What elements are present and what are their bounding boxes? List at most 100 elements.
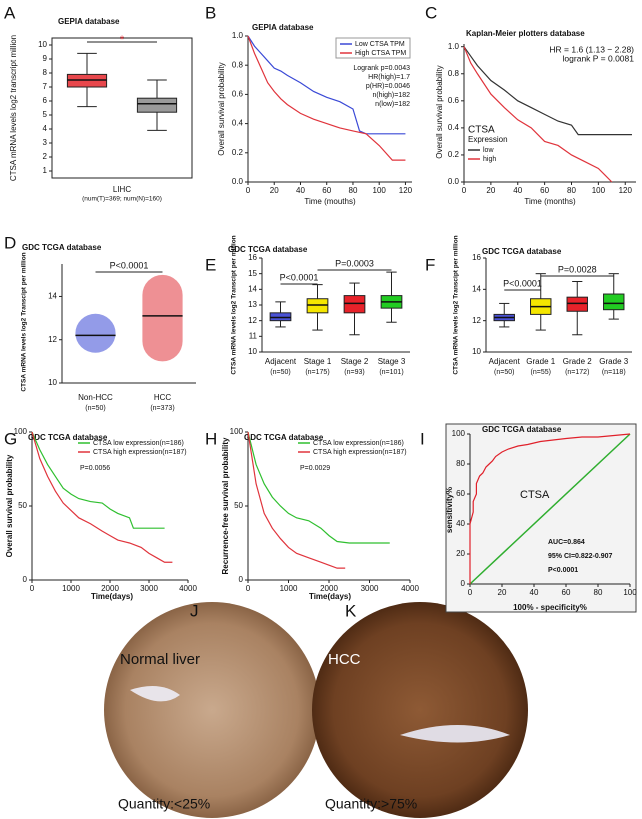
image-label: Normal liver: [120, 651, 200, 668]
y-axis-label: Recurrence-free survival probability: [221, 437, 230, 574]
chart-title: GDC TCGA database: [482, 247, 562, 256]
y-tick-label: 9: [43, 54, 48, 63]
annotation: P=0.0029: [300, 465, 330, 472]
category-note: (n=93): [344, 369, 364, 376]
legend-label: CTSA high expression(n=187): [313, 449, 407, 456]
legend-box: [335, 37, 411, 59]
category-note: (n=172): [565, 369, 589, 376]
point-cloud: [75, 313, 116, 353]
y-tick-label: 0: [461, 579, 466, 588]
y-tick-label: 0.6: [232, 90, 244, 99]
annotation: n(high)=182: [372, 92, 410, 99]
y-axis-label: Overall survival probability: [5, 454, 14, 557]
y-tick-label: 60: [456, 489, 465, 498]
y-tick-label: 1: [43, 166, 48, 175]
y-tick-label: 10: [48, 378, 57, 387]
x-tick-label: 100: [373, 186, 387, 195]
annotation: 95% CI=0.822-0.907: [548, 553, 613, 560]
annotation: p(HR)=0.0046: [366, 83, 410, 90]
category-label: HCC: [154, 393, 172, 402]
y-tick-label: 0.8: [232, 60, 244, 69]
survival-curve: [463, 46, 632, 136]
x-tick-label: 60: [562, 588, 571, 597]
category-label: Grade 2: [563, 357, 592, 366]
y-tick-label: 14: [248, 284, 257, 293]
panel-label: J: [190, 601, 199, 620]
panel-label: I: [420, 429, 425, 448]
y-axis-label: CTSA mRNA levels log2 transcript million: [9, 35, 18, 181]
annotation: P=0.0056: [80, 465, 110, 472]
y-tick-label: 10: [38, 40, 47, 49]
y-tick-label: 10: [248, 347, 257, 356]
y-tick-label: 14: [472, 284, 481, 293]
x-tick-label: 120: [619, 186, 633, 195]
box: [136, 97, 178, 113]
y-tick-label: 0: [23, 575, 28, 584]
chart-title: Kaplan-Meier plotters database: [466, 29, 585, 38]
y-tick-label: 12: [48, 335, 57, 344]
y-tick-label: 1.0: [448, 42, 460, 51]
annotation: n(low)=182: [375, 101, 410, 108]
reference-line: [469, 433, 631, 585]
y-tick-label: 13: [248, 300, 257, 309]
box: [566, 296, 588, 312]
panel-label: F: [425, 255, 435, 274]
x-tick-label: 0: [30, 584, 35, 593]
curve-label: CTSA: [520, 489, 550, 501]
category-label: Adjacent: [489, 357, 521, 366]
vessel: [400, 725, 510, 743]
chart-title: GDC TCGA database: [244, 433, 324, 442]
panel-label: E: [205, 255, 216, 274]
x-axis-label: LIHC: [113, 185, 131, 194]
panel-label: K: [345, 601, 357, 620]
annotation: HR = 1.6 (1.13 − 2.28): [549, 44, 634, 54]
y-tick-label: 4: [43, 124, 48, 133]
y-tick-label: 5: [43, 110, 48, 119]
x-tick-label: 20: [270, 186, 279, 195]
category-note: (n=50): [270, 369, 290, 376]
x-tick-label: 120: [399, 186, 413, 195]
legend-label: High CTSA TPM: [355, 50, 406, 57]
x-tick-label: 80: [594, 588, 603, 597]
survival-curve: [463, 46, 613, 183]
x-tick-label: 1000: [280, 584, 298, 593]
panel-label: B: [205, 3, 216, 22]
survival-curve: [31, 431, 165, 529]
panel-label: H: [205, 429, 217, 448]
y-tick-label: 11: [249, 331, 258, 340]
survival-curve: [247, 431, 346, 569]
chart-title: GDC TCGA database: [28, 433, 108, 442]
image-label: HCC: [328, 651, 361, 668]
y-tick-label: 12: [248, 316, 257, 325]
y-tick-label: 16: [472, 253, 481, 262]
chart-title: GDC TCGA database: [482, 425, 562, 434]
y-tick-label: 0.8: [448, 69, 460, 78]
x-tick-label: 2000: [101, 584, 119, 593]
box: [306, 298, 329, 314]
y-tick-label: 0.2: [232, 148, 244, 157]
p-value: P=0.0003: [335, 258, 374, 268]
y-tick-label: 3: [43, 138, 48, 147]
legend-subtitle: Expression: [468, 135, 508, 144]
point-cloud: [142, 274, 183, 362]
y-tick-label: 15: [248, 269, 257, 278]
y-axis-label: sensitivity%: [445, 487, 454, 533]
x-tick-label: 40: [513, 186, 522, 195]
x-axis-label: Time (months): [524, 197, 576, 206]
y-tick-label: 6: [43, 96, 48, 105]
p-value: P<0.0001: [280, 272, 319, 282]
survival-curve: [469, 433, 631, 584]
x-axis-label: Time(days): [309, 592, 351, 601]
y-tick-label: 0.0: [448, 177, 460, 186]
x-axis-label: Time (mouths): [304, 197, 356, 206]
category-note: (n=50): [85, 405, 105, 412]
category-label: Stage 1: [304, 357, 332, 366]
x-tick-label: 0: [468, 588, 473, 597]
x-tick-label: 20: [486, 186, 495, 195]
x-axis-sublabel: (num(T)=369; num(N)=160): [82, 196, 162, 203]
x-tick-label: 100: [592, 186, 606, 195]
vessel: [130, 686, 180, 702]
x-tick-label: 1000: [62, 584, 80, 593]
x-axis-label: Time(days): [91, 592, 133, 601]
